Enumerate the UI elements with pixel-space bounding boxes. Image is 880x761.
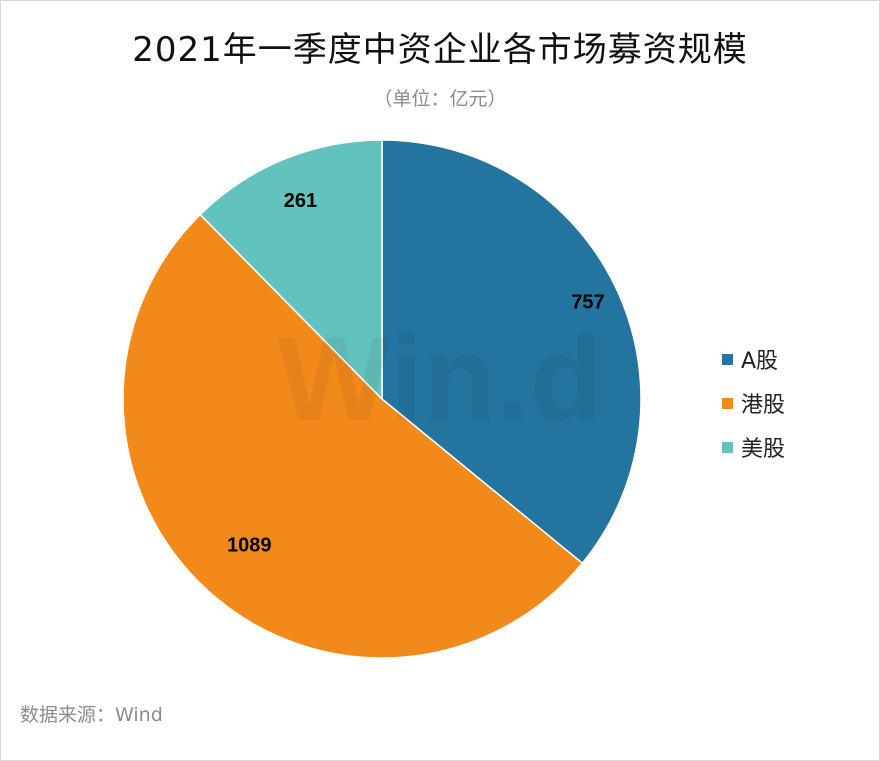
slice-a-share — [381, 139, 642, 565]
legend-item-a-share: A股 — [722, 337, 785, 381]
data-label-hk-share: 1089 — [227, 534, 272, 556]
legend-swatch — [722, 441, 733, 453]
legend-swatch — [722, 353, 733, 365]
data-label-a-share: 757 — [571, 292, 604, 314]
data-source-note: 数据来源：Wind — [20, 704, 163, 726]
slice-us-share — [199, 139, 383, 401]
watermark: Win.d — [277, 312, 603, 446]
legend: A股 港股 美股 — [722, 337, 785, 469]
legend-item-us-share: 美股 — [722, 425, 785, 469]
legend-label: 美股 — [741, 437, 786, 462]
chart-title: 2021年一季度中资企业各市场募资规模 — [132, 30, 748, 70]
legend-item-hk-share: 港股 — [722, 381, 785, 425]
legend-swatch — [722, 397, 733, 409]
legend-label: A股 — [741, 349, 779, 374]
pie-slices — [122, 139, 642, 659]
chart-subtitle: （单位：亿元） — [373, 88, 507, 110]
data-label-us-share: 261 — [284, 190, 317, 212]
pie-labels: 757 1089 261 — [227, 190, 605, 556]
slice-hk-share — [122, 213, 584, 659]
legend-label: 港股 — [741, 393, 786, 418]
